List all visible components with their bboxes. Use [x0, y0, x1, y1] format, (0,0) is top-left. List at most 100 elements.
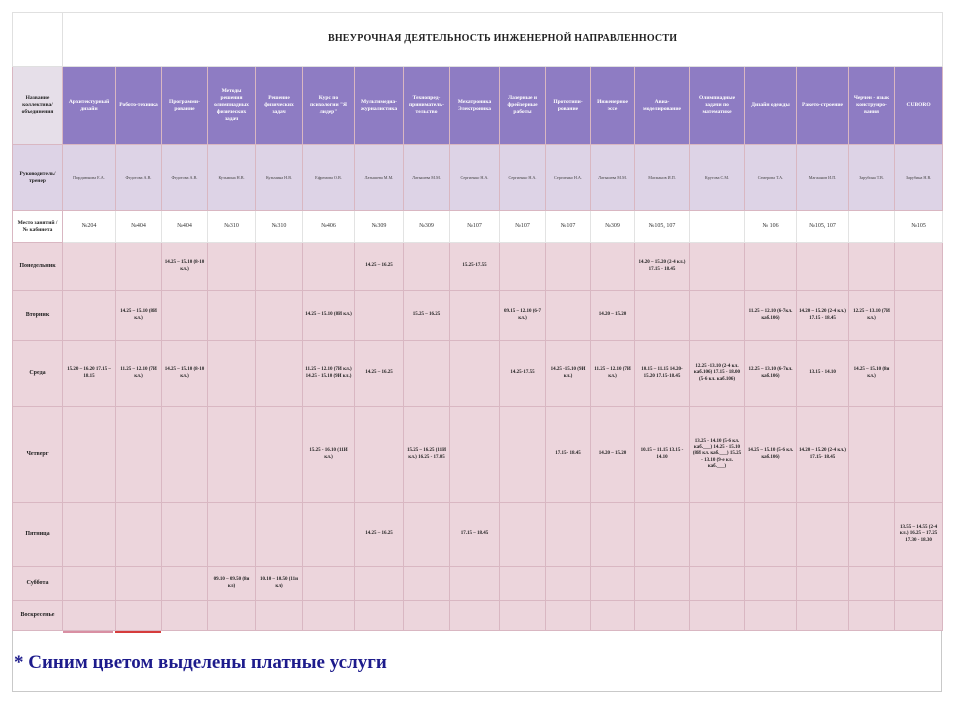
- schedule-cell: 13.25 - 14.10 (5-6 кл. каб.___) 14.25 - …: [689, 406, 745, 503]
- schedule-cell: [302, 600, 355, 631]
- schedule-cell: 14.20 – 15.20: [590, 406, 635, 503]
- schedule-cell: 14.25 – 15.10 (8и кл.): [848, 340, 895, 407]
- schedule-cell: [207, 242, 256, 291]
- schedule-cell: [689, 502, 745, 567]
- schedule-cell: [302, 502, 355, 567]
- schedule-table: ВНЕУРОЧНАЯ ДЕЯТЕЛЬНОСТЬ ИНЖЕНЕРНОЙ НАПРА…: [12, 12, 944, 631]
- leader-cell: Зарубина Т.В.: [848, 144, 895, 211]
- schedule-cell: [689, 242, 745, 291]
- schedule-cell: 14.25 – 15.10 (8-10 кл.): [161, 242, 208, 291]
- schedule-cell: 10.10 – 10.50 (11и кл): [255, 566, 303, 601]
- room-cell: №105, 107: [634, 210, 690, 243]
- schedule-cell: [161, 566, 208, 601]
- leader-cell: Пирдиюнова Е.А.: [62, 144, 116, 211]
- schedule-cell: [545, 566, 591, 601]
- row-label-leader: Руководитель/ тренер: [12, 144, 63, 211]
- footnote: * Синим цветом выделены платные услуги: [14, 652, 387, 673]
- schedule-cell: [207, 406, 256, 503]
- schedule-cell: [848, 566, 895, 601]
- schedule-cell: [403, 242, 450, 291]
- schedule-cell: [115, 566, 162, 601]
- schedule-cell: 11.25 – 12.10 (7И кл.): [590, 340, 635, 407]
- column-header: Мультимедиа-журналистика: [354, 66, 404, 145]
- schedule-cell: [403, 566, 450, 601]
- schedule-cell: 10.15 – 11.15 13.15 - 14.10: [634, 406, 690, 503]
- schedule-cell: [161, 600, 208, 631]
- schedule-cell: 14.25-17.55: [499, 340, 546, 407]
- schedule-cell: [893, 290, 944, 341]
- day-row: Среда 15.20 – 16.20 17.15 – 18.15 11.25 – …: [12, 340, 944, 407]
- schedule-cell: [590, 566, 635, 601]
- column-header: Олимпиадные задачи по математике: [689, 66, 745, 145]
- column-header: Курс по психологии "Я лидер": [302, 66, 355, 145]
- schedule-cell: [545, 502, 591, 567]
- schedule-cell: [115, 406, 162, 503]
- schedule-cell: [62, 290, 116, 341]
- room-cell: № 106: [744, 210, 797, 243]
- day-label: Воскресенье: [12, 600, 63, 631]
- schedule-cell: 15.25 – 16.25: [403, 290, 450, 341]
- page-title: ВНЕУРОЧНАЯ ДЕЯТЕЛЬНОСТЬ ИНЖЕНЕРНОЙ НАПРА…: [61, 12, 944, 67]
- schedule-cell: [689, 290, 745, 341]
- column-header: Ракето-строение: [796, 66, 849, 145]
- schedule-cell: [545, 290, 591, 341]
- room-cell: №107: [449, 210, 500, 243]
- day-label: Четверг: [12, 406, 63, 503]
- day-row: Суббота 09.10 – 09.50 (8и кл) 10.10 – 10.5…: [12, 566, 944, 601]
- schedule-cell: [255, 242, 303, 291]
- leader-cell: Магжанов И.П.: [796, 144, 849, 211]
- schedule-cell: [354, 406, 404, 503]
- row-label-name: Название коллектива/ объединения: [12, 66, 63, 145]
- schedule-cell: 14.25 – 16.25: [354, 242, 404, 291]
- schedule-cell: 14.20 – 15.20 (2-4 кл.) 17.15 - 18.45: [634, 242, 690, 291]
- schedule-cell: 14.25 – 15.10 (8И кл.): [302, 290, 355, 341]
- schedule-cell: [848, 502, 895, 567]
- schedule-cell: [744, 502, 797, 567]
- schedule-cell: 15.25-17.55: [449, 242, 500, 291]
- schedule-cell: [161, 502, 208, 567]
- schedule-cell: 11.25 – 12.10 (6-7кл. каб.106): [744, 290, 797, 341]
- column-header: Дизайн одежды: [744, 66, 797, 145]
- schedule-cell: [893, 600, 944, 631]
- schedule-cell: [634, 600, 690, 631]
- title-row: ВНЕУРОЧНАЯ ДЕЯТЕЛЬНОСТЬ ИНЖЕНЕРНОЙ НАПРА…: [12, 12, 944, 67]
- schedule-cell: [115, 502, 162, 567]
- schedule-cell: 14.25 – 15.10 (5-6 кл. каб.106): [744, 406, 797, 503]
- schedule-cell: [590, 502, 635, 567]
- room-cell: №309: [354, 210, 404, 243]
- column-header: Методы решения олимпиадных физических за…: [207, 66, 256, 145]
- leader-cell: Федотова А.В.: [161, 144, 208, 211]
- schedule-cell: 11.25 – 12.10 (7И кл.) 14.25 - 15.10 (9И…: [302, 340, 355, 407]
- day-label: Пятница: [12, 502, 63, 567]
- schedule-cell: [207, 502, 256, 567]
- schedule-cell: [848, 600, 895, 631]
- schedule-cell: [354, 566, 404, 601]
- schedule-cell: 14.20 – 15.20: [590, 290, 635, 341]
- schedule-cell: [302, 242, 355, 291]
- column-header: Мехатроника Электроника: [449, 66, 500, 145]
- schedule-cell: [499, 566, 546, 601]
- column-header: Архитектурный дизайн: [62, 66, 116, 145]
- column-header: Черчен - язык конструиро-вания: [848, 66, 895, 145]
- corner-cell: [12, 12, 63, 67]
- day-row: Четверг 15.25 - 16.10 (11И кл.) 15.25 – 16…: [12, 406, 944, 503]
- leader-cell: Сергиенко Н.А.: [499, 144, 546, 211]
- schedule-cell: [449, 406, 500, 503]
- schedule-cell: [255, 502, 303, 567]
- schedule-cell: 14.25 -15.10 (9И кл.): [545, 340, 591, 407]
- schedule-cell: [207, 340, 256, 407]
- schedule-cell: 13.15 - 14.10: [796, 340, 849, 407]
- schedule-cell: [62, 566, 116, 601]
- column-header: Программи-рование: [161, 66, 208, 145]
- schedule-cell: [689, 566, 745, 601]
- schedule-cell: [590, 600, 635, 631]
- schedule-cell: [354, 290, 404, 341]
- row-label-room: Место занятий /№ кабинета: [12, 210, 63, 243]
- schedule-cell: [545, 600, 591, 631]
- room-cell: №404: [115, 210, 162, 243]
- column-header: Технопред-приниматель-тельство: [403, 66, 450, 145]
- schedule-cell: [354, 600, 404, 631]
- room-cell: №204: [62, 210, 116, 243]
- column-header: CUBORO: [893, 66, 944, 145]
- schedule-cell: [449, 566, 500, 601]
